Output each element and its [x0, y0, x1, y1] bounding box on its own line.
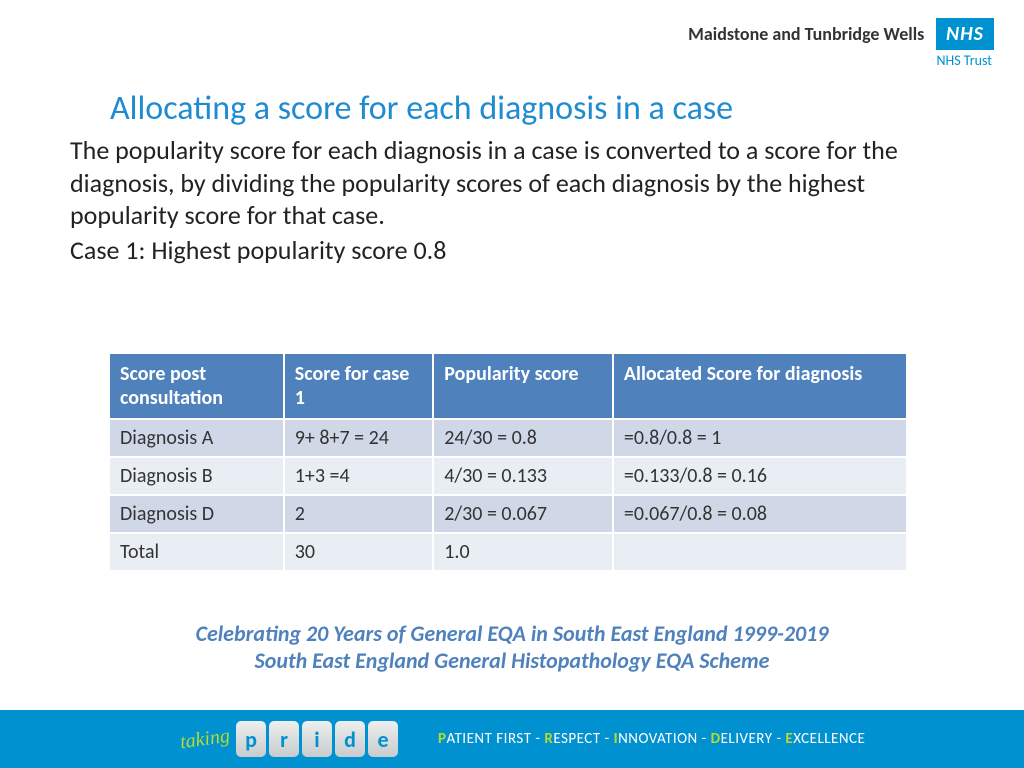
table-cell: =0.133/0.8 = 0.16: [613, 457, 907, 495]
table-cell: [613, 533, 907, 571]
body-text: The popularity score for each diagnosis …: [70, 134, 950, 266]
table-cell: 2: [284, 495, 434, 533]
table-cell: 2/30 = 0.067: [433, 495, 613, 533]
table-cell: 30: [284, 533, 434, 571]
celebrate-line1: Celebrating 20 Years of General EQA in S…: [0, 620, 1024, 647]
table-cell: 1+3 =4: [284, 457, 434, 495]
value-rest: ELIVERY: [721, 730, 773, 748]
nhs-logo: NHS: [936, 18, 994, 50]
table-cell: =0.8/0.8 = 1: [613, 419, 907, 457]
table-row: Diagnosis D 2 2/30 = 0.067 =0.067/0.8 = …: [109, 495, 907, 533]
value-rest: NNOVATION: [618, 730, 698, 748]
table-header-row: Score post consultation Score for case 1…: [109, 353, 907, 419]
table-row: Diagnosis A 9+ 8+7 = 24 24/30 = 0.8 =0.8…: [109, 419, 907, 457]
table-cell: 1.0: [433, 533, 613, 571]
table-cell: Total: [109, 533, 284, 571]
value-highlight: D: [711, 730, 721, 748]
pride-letter: i: [302, 721, 332, 757]
value-rest: ESPECT: [553, 730, 600, 748]
table-row: Diagnosis B 1+3 =4 4/30 = 0.133 =0.133/0…: [109, 457, 907, 495]
table-cell: =0.067/0.8 = 0.08: [613, 495, 907, 533]
table-cell: Diagnosis A: [109, 419, 284, 457]
footer-bar: taking p r i d e PATIENT FIRST - RESPECT…: [0, 710, 1024, 768]
value-rest: XCELLENCE: [793, 730, 865, 748]
value-highlight: R: [544, 730, 553, 748]
taking-text: taking: [179, 724, 232, 754]
score-table: Score post consultation Score for case 1…: [108, 352, 908, 572]
trust-name: Maidstone and Tunbridge Wells: [688, 23, 924, 45]
pride-letter: r: [269, 721, 299, 757]
pride-letters: p r i d e: [236, 721, 398, 757]
value-rest: ATIENT FIRST: [446, 730, 531, 748]
paragraph: The popularity score for each diagnosis …: [70, 134, 950, 232]
slide-title: Allocating a score for each diagnosis in…: [110, 88, 733, 129]
table-header: Popularity score: [433, 353, 613, 419]
values-text: PATIENT FIRST - RESPECT - INNOVATION - D…: [438, 730, 865, 748]
pride-letter: e: [368, 721, 398, 757]
celebrate-line2: South East England General Histopatholog…: [0, 647, 1024, 674]
table-cell: 9+ 8+7 = 24: [284, 419, 434, 457]
case-line: Case 1: Highest popularity score 0.8: [70, 234, 950, 267]
table-header: Allocated Score for diagnosis: [613, 353, 907, 419]
pride-letter: d: [335, 721, 365, 757]
table-cell: Diagnosis D: [109, 495, 284, 533]
header-logo: Maidstone and Tunbridge Wells NHS NHS Tr…: [688, 18, 994, 69]
table-header: Score post consultation: [109, 353, 284, 419]
pride-letter: p: [236, 721, 266, 757]
nhs-subtitle: NHS Trust: [688, 52, 992, 69]
table-header: Score for case 1: [284, 353, 434, 419]
table-cell: Diagnosis B: [109, 457, 284, 495]
table-row: Total 30 1.0: [109, 533, 907, 571]
table-cell: 24/30 = 0.8: [433, 419, 613, 457]
table-cell: 4/30 = 0.133: [433, 457, 613, 495]
celebrate-block: Celebrating 20 Years of General EQA in S…: [0, 620, 1024, 674]
